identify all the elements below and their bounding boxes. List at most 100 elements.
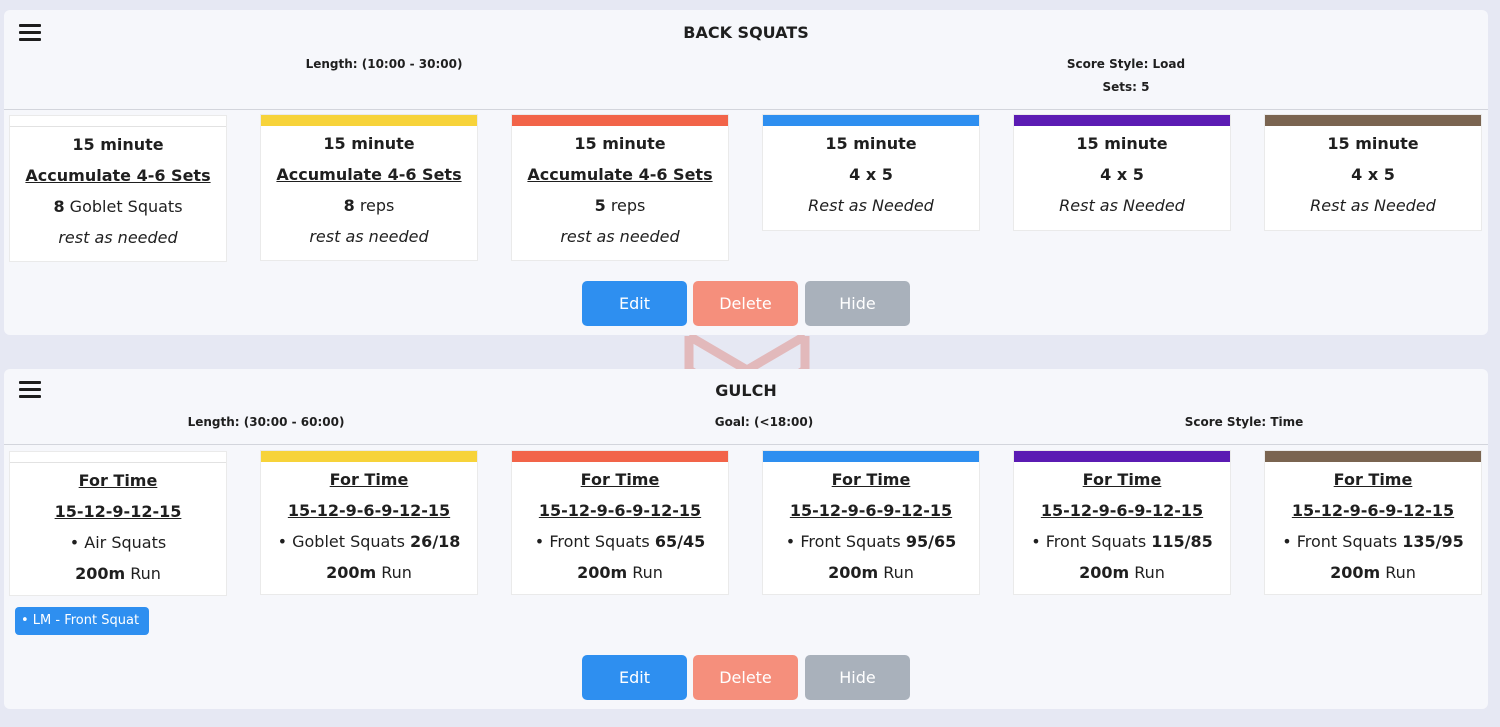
card-run: 200m Run <box>512 557 728 588</box>
card-scheme: Accumulate 4-6 Sets <box>276 165 462 184</box>
bullet: • <box>1031 532 1041 551</box>
level-color-bar <box>512 451 728 462</box>
reps-count: 8 <box>343 196 355 215</box>
bullet: • <box>277 532 288 551</box>
set-card: For Time 15-12-9-6-9-12-15 • Goblet Squats… <box>260 450 478 595</box>
level-color-bar <box>763 115 979 126</box>
panel-divider <box>4 444 1488 445</box>
set-card: For Time 15-12-9-6-9-12-15 • Front Squats … <box>762 450 980 595</box>
hamburger-menu-icon[interactable] <box>19 24 41 42</box>
card-rep-scheme: 15-12-9-6-9-12-15 <box>287 501 451 520</box>
level-color-bar <box>512 115 728 126</box>
level-color-bar <box>261 451 477 462</box>
panel-title: GULCH <box>715 381 777 400</box>
hide-button[interactable]: Hide <box>805 281 910 326</box>
movement-load: 115/85 <box>1151 532 1213 551</box>
card-rep-scheme: 15-12-9-12-15 <box>54 502 182 521</box>
level-color-bar <box>1265 115 1481 126</box>
movement-name: Goblet Squats <box>287 532 411 551</box>
run-label: Run <box>1380 563 1416 582</box>
movement-load: 95/65 <box>905 532 957 551</box>
card-scheme: 4 x 5 <box>849 165 893 184</box>
level-color-bar <box>1265 451 1481 462</box>
card-movement: • Front Squats 135/95 <box>1265 526 1481 557</box>
card-format: For Time <box>580 470 660 489</box>
length-meta: Length: (10:00 - 30:00) <box>305 57 463 71</box>
hide-button[interactable]: Hide <box>805 655 910 700</box>
run-label: Run <box>627 563 663 582</box>
movement-tag[interactable]: • LM - Front Squat <box>15 607 150 635</box>
score-style-meta: Score Style: Load <box>1066 57 1186 71</box>
set-card: 15 minute Accumulate 4-6 Sets 5 reps rest a… <box>511 114 729 261</box>
card-run: 200m Run <box>10 558 226 589</box>
movement-name: Front Squats <box>1291 532 1403 551</box>
movement-load: 65/45 <box>654 532 706 551</box>
card-format: For Time <box>78 471 158 490</box>
run-distance: 200m <box>1330 563 1381 582</box>
card-format: For Time <box>329 470 409 489</box>
movement-name: Front Squats <box>1040 532 1152 551</box>
level-color-bar <box>763 451 979 462</box>
card-rep-scheme: 15-12-9-6-9-12-15 <box>1040 501 1204 520</box>
card-scheme: 4 x 5 <box>1100 165 1144 184</box>
card-duration: 15 minute <box>323 134 415 153</box>
card-rest-note: rest as needed <box>309 227 429 246</box>
movement-name: Front Squats <box>544 532 655 551</box>
card-reps: 8 Goblet Squats <box>10 191 226 222</box>
reps-label: reps <box>605 196 646 215</box>
card-run: 200m Run <box>261 557 477 588</box>
bullet: • <box>534 532 545 551</box>
reps-count: 5 <box>594 196 606 215</box>
run-distance: 200m <box>828 563 879 582</box>
card-format: For Time <box>1333 470 1413 489</box>
edit-button[interactable]: Edit <box>582 655 687 700</box>
card-reps: 8 reps <box>261 190 477 221</box>
level-color-bar <box>10 452 226 463</box>
movement-load: 26/18 <box>410 532 461 551</box>
reps-count: 8 <box>53 197 65 216</box>
set-card: For Time 15-12-9-12-15 • Air Squats 200m Ru… <box>9 451 227 596</box>
card-run: 200m Run <box>763 557 979 588</box>
delete-button[interactable]: Delete <box>693 281 798 326</box>
card-duration: 15 minute <box>574 134 666 153</box>
run-distance: 200m <box>577 563 628 582</box>
sets-meta: Sets: 5 <box>1102 80 1150 94</box>
run-label: Run <box>878 563 914 582</box>
card-rest-note: rest as needed <box>560 227 680 246</box>
reps-label: Goblet Squats <box>64 197 183 216</box>
card-movement: • Front Squats 65/45 <box>512 526 728 557</box>
run-distance: 200m <box>75 564 126 583</box>
card-duration: 15 minute <box>825 134 917 153</box>
set-card: For Time 15-12-9-6-9-12-15 • Front Squats … <box>1013 450 1231 595</box>
card-scheme: 4 x 5 <box>1351 165 1395 184</box>
card-run: 200m Run <box>1265 557 1481 588</box>
run-label: Run <box>125 564 161 583</box>
set-card: 15 minute 4 x 5 Rest as Needed <box>1013 114 1231 231</box>
card-scheme: Accumulate 4-6 Sets <box>527 165 713 184</box>
card-duration: 15 minute <box>1076 134 1168 153</box>
card-run: 200m Run <box>1014 557 1230 588</box>
movement-name: Air Squats <box>79 533 167 552</box>
workout-panel-gulch: GULCH Length: (30:00 - 60:00) Goal: (<18… <box>4 369 1488 709</box>
score-style-meta: Score Style: Time <box>1184 415 1304 429</box>
level-color-bar <box>261 115 477 126</box>
card-rest-note: Rest as Needed <box>1310 196 1436 215</box>
movement-name: Front Squats <box>795 532 906 551</box>
card-duration: 15 minute <box>72 135 164 154</box>
card-rest-note: Rest as Needed <box>808 196 934 215</box>
panel-title: BACK SQUATS <box>683 23 809 42</box>
card-movement: • Air Squats <box>10 527 226 558</box>
set-card: 15 minute 4 x 5 Rest as Needed <box>1264 114 1482 231</box>
delete-button[interactable]: Delete <box>693 655 798 700</box>
movement-load: 135/95 <box>1402 532 1464 551</box>
hamburger-menu-icon[interactable] <box>19 381 41 399</box>
run-distance: 200m <box>326 563 377 582</box>
level-color-bar <box>10 116 226 127</box>
card-movement: • Goblet Squats 26/18 <box>261 526 477 557</box>
reps-label: reps <box>354 196 395 215</box>
card-rest-note: Rest as Needed <box>1059 196 1185 215</box>
edit-button[interactable]: Edit <box>582 281 687 326</box>
card-format: For Time <box>831 470 911 489</box>
card-reps: 5 reps <box>512 190 728 221</box>
card-movement: • Front Squats 115/85 <box>1014 526 1230 557</box>
